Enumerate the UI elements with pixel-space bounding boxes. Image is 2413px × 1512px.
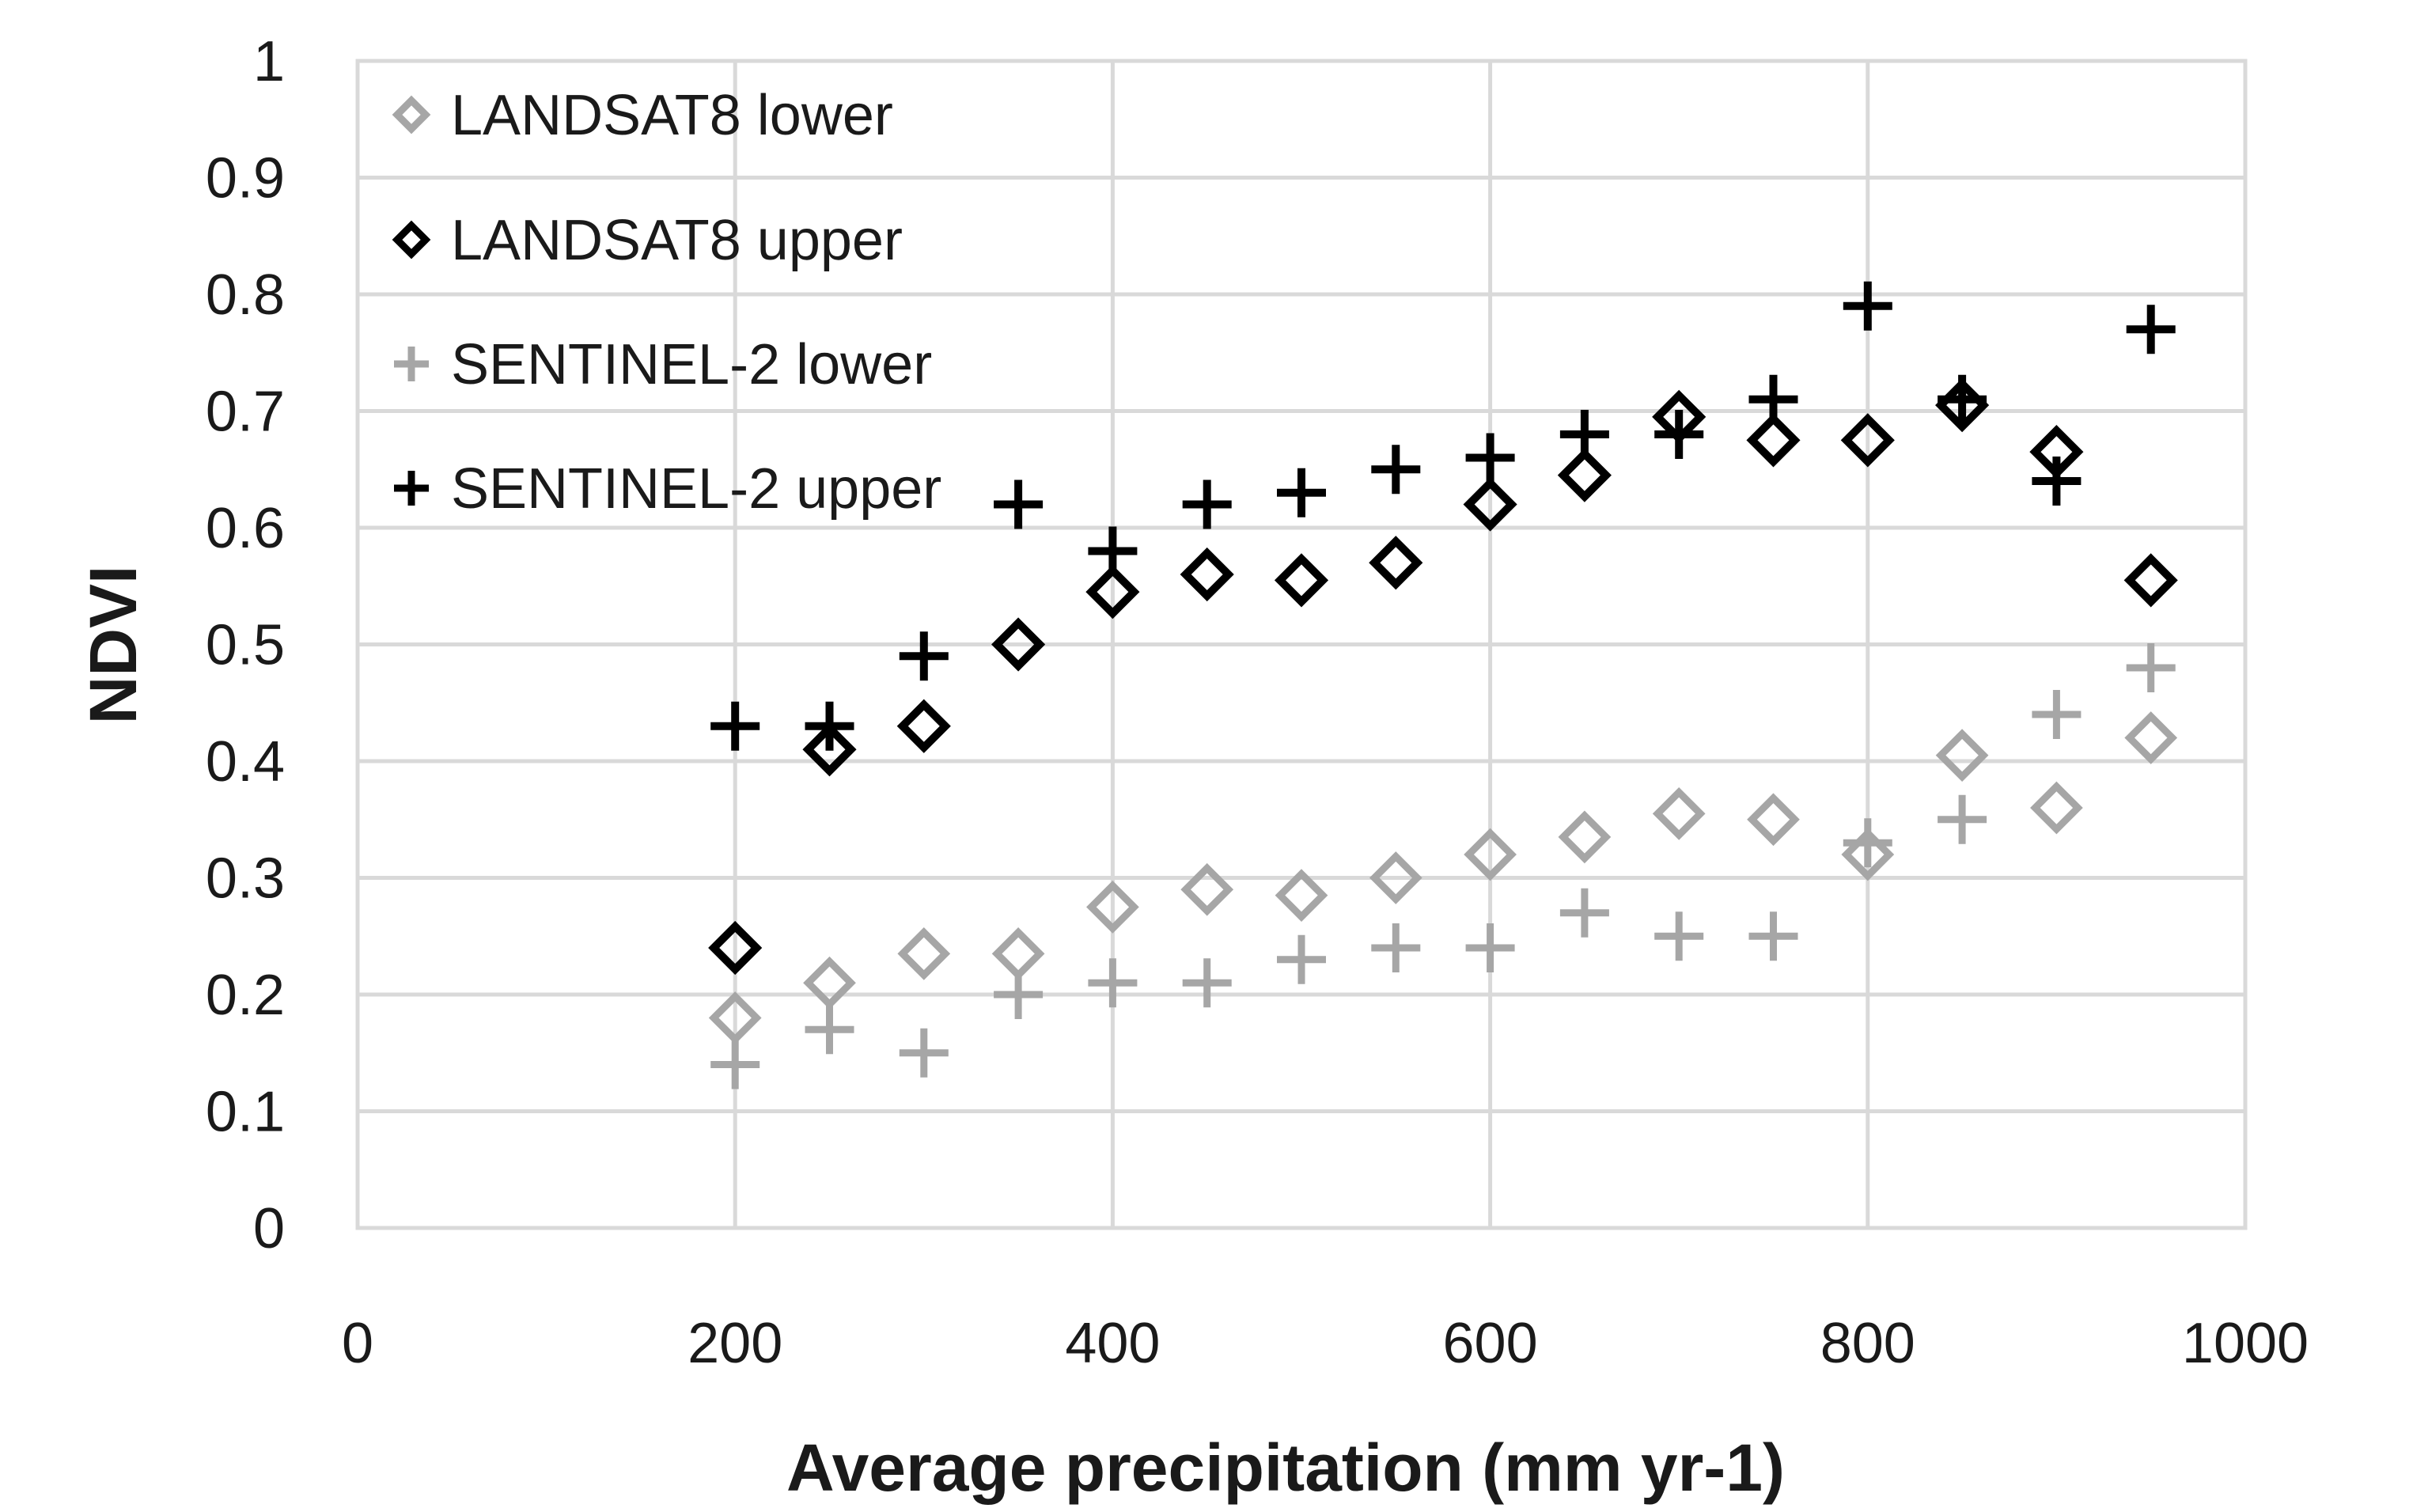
data-point	[1746, 413, 1801, 468]
data-point	[1559, 888, 1609, 938]
legend-label: LANDSAT8 lower	[451, 84, 893, 147]
data-point	[2123, 553, 2178, 608]
data-point	[2126, 643, 2176, 692]
data-point	[1463, 477, 1517, 532]
data-point	[708, 920, 763, 976]
data-point	[2126, 305, 2176, 354]
y-tick-label: 0.8	[206, 263, 285, 327]
data-point	[2032, 690, 2082, 739]
y-tick-label: 0.2	[206, 964, 285, 1027]
data-point	[805, 1005, 854, 1055]
data-point	[1086, 881, 1139, 934]
data-point	[1747, 793, 1800, 847]
data-point	[2124, 711, 2178, 764]
data-point	[2030, 781, 2083, 835]
x-tick-label: 0	[342, 1312, 373, 1375]
data-point	[1748, 911, 1798, 961]
data-point	[1464, 828, 1517, 881]
x-tick-label: 200	[688, 1312, 782, 1375]
legend-label: SENTINEL-2 upper	[451, 457, 941, 521]
legend-label: SENTINEL-2 lower	[451, 333, 932, 396]
data-point	[1652, 787, 1706, 840]
series-landsat8-upper	[708, 378, 2178, 976]
legend-item: SENTINEL-2 lower	[394, 333, 932, 396]
y-tick-label: 0.4	[206, 730, 285, 794]
series-landsat8-lower	[708, 711, 2178, 1044]
y-tick-label: 0.9	[206, 147, 285, 210]
data-point	[1088, 958, 1138, 1008]
legend-marker	[392, 220, 431, 260]
data-point	[1843, 281, 1892, 331]
legend: LANDSAT8 lower LANDSAT8 upper SENTINEL-2 l…	[392, 84, 941, 521]
series-sentinel-2-lower	[710, 643, 2176, 1089]
data-point	[1369, 536, 1423, 590]
data-point	[1841, 828, 1895, 881]
x-axis-ticks: 0 200 400 600 800 1000	[342, 1312, 2309, 1375]
data-point	[994, 970, 1044, 1019]
data-point	[1558, 810, 1612, 864]
data-point	[1465, 433, 1515, 483]
data-point	[1182, 958, 1232, 1008]
x-tick-label: 400	[1065, 1312, 1160, 1375]
data-point	[2032, 457, 2082, 506]
data-point	[1182, 479, 1232, 529]
data-point	[708, 991, 762, 1044]
data-point	[1275, 869, 1328, 922]
plot-area-border	[355, 59, 2248, 1230]
data-point	[2029, 425, 2084, 479]
data-point	[710, 1040, 760, 1089]
legend-item: SENTINEL-2 upper	[394, 457, 941, 521]
data-point	[1843, 818, 1892, 868]
y-tick-label: 0	[253, 1197, 285, 1260]
y-axis-label: NDVI	[76, 566, 150, 725]
y-tick-label: 0.5	[206, 614, 285, 677]
legend-marker	[392, 95, 431, 135]
data-point	[803, 956, 856, 1010]
data-point	[1938, 794, 1987, 844]
data-point	[1277, 934, 1326, 984]
data-point	[899, 1028, 949, 1078]
legend-marker	[394, 347, 429, 381]
y-tick-label: 0.3	[206, 847, 285, 911]
data-point	[897, 927, 951, 980]
data-point	[994, 479, 1044, 529]
legend-item: LANDSAT8 upper	[392, 209, 903, 272]
data-point	[896, 699, 951, 753]
data-point	[710, 701, 760, 751]
x-tick-label: 800	[1820, 1312, 1915, 1375]
data-point	[1274, 553, 1329, 608]
data-point	[1371, 445, 1421, 495]
data-point	[1465, 923, 1515, 972]
data-point	[1277, 468, 1326, 517]
y-tick-label: 0.1	[206, 1081, 285, 1144]
data-point	[1085, 565, 1140, 620]
data-point	[1557, 448, 1612, 502]
data-points	[708, 281, 2178, 1089]
y-tick-label: 0.7	[206, 381, 285, 444]
data-point	[991, 617, 1046, 672]
x-axis-label: Average precipitation (mm yr-1)	[786, 1431, 1785, 1505]
legend-item: LANDSAT8 lower	[392, 84, 893, 147]
y-tick-label: 0.6	[206, 497, 285, 560]
data-point	[1180, 862, 1234, 916]
data-point	[1935, 729, 1989, 782]
y-tick-label: 1	[253, 30, 285, 93]
data-point	[1371, 923, 1421, 972]
data-point	[1369, 851, 1422, 904]
data-point	[802, 722, 857, 777]
data-point	[1652, 389, 1707, 444]
x-tick-label: 600	[1443, 1312, 1538, 1375]
data-point	[1840, 413, 1895, 468]
x-tick-label: 1000	[2182, 1312, 2309, 1375]
legend-label: LANDSAT8 upper	[451, 209, 903, 272]
data-point	[899, 631, 949, 681]
y-axis-ticks: 0 0.1 0.2 0.3 0.4 0.5 0.6 0.7 0.8 0.9 1	[206, 30, 285, 1260]
data-point	[1654, 911, 1704, 961]
data-point	[1180, 547, 1234, 602]
data-point	[1935, 378, 1990, 433]
legend-marker	[394, 471, 429, 506]
